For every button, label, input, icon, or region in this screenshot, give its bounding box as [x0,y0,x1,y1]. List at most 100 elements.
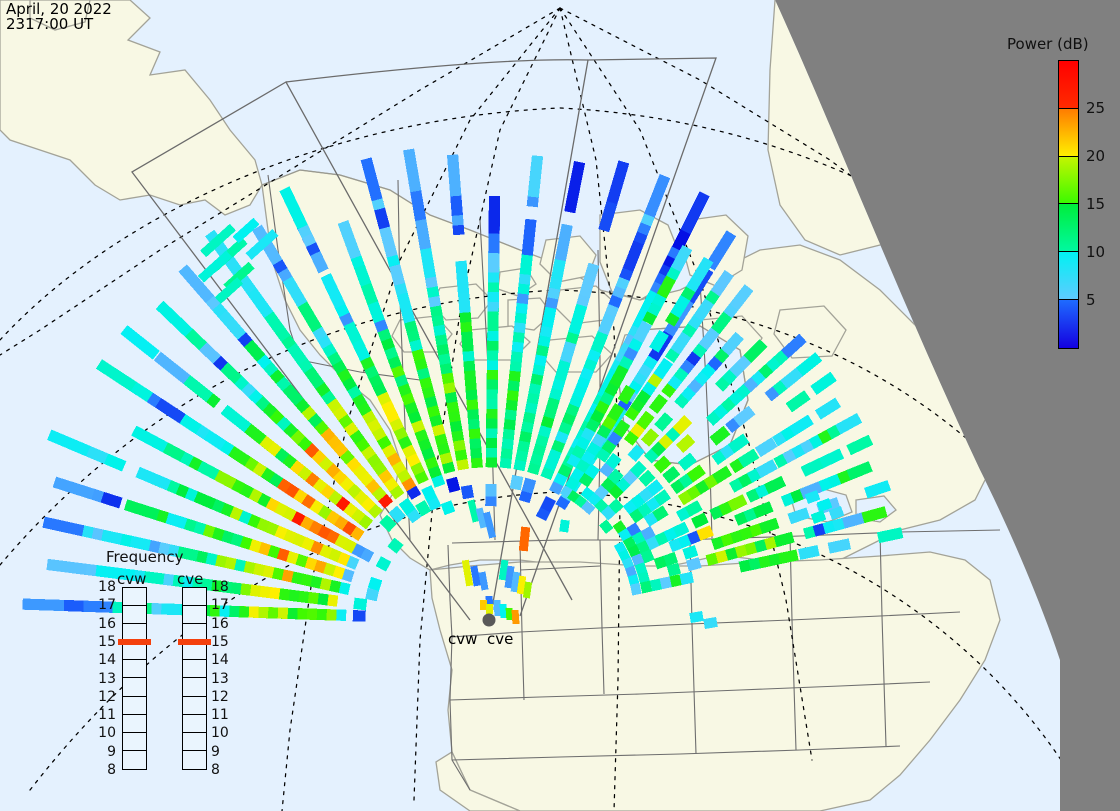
backscatter-cell [703,616,718,630]
site-label-cvw: cvw [448,630,478,648]
backscatter-cell [648,393,668,414]
backscatter-cell [594,484,610,500]
backscatter-cell [682,545,699,560]
frequency-tick-18: 18 [98,579,116,595]
backscatter-cell [22,598,65,612]
backscatter-cell [352,610,366,622]
colorbar-tick-5: 5 [1086,291,1096,309]
backscatter-cell [644,174,671,218]
frequency-gauge-cell [183,606,206,625]
frequency-gauge-cell [123,678,146,697]
backscatter-cell [733,405,756,427]
frequency-tick-9: 9 [211,743,220,760]
backscatter-cell [485,494,497,507]
backscatter-cell [485,603,494,615]
backscatter-cell [633,320,653,344]
frequency-gauge-cell [183,588,206,607]
frequency-gauge-cell [183,733,206,751]
backscatter-cell [773,531,795,548]
backscatter-cell [478,571,489,591]
backscatter-cell [666,562,682,577]
backscatter-cell [403,148,422,193]
frequency-tick-12: 12 [211,688,229,705]
backscatter-cell [540,495,556,513]
backscatter-cell [670,244,693,272]
colorbar-segment-1 [1059,108,1078,157]
backscatter-cell [155,300,193,337]
backscatter-cell [120,325,160,360]
backscatter-cell [656,273,678,299]
backscatter-cell [789,414,814,436]
backscatter-cell [816,498,833,512]
backscatter-cell [295,298,323,333]
backscatter-cell [804,490,821,504]
backscatter-cell [698,326,721,351]
backscatter-cell [197,250,233,283]
frequency-tick-10: 10 [211,725,229,742]
backscatter-cell [123,499,160,521]
frequency-tick-11: 11 [211,707,229,724]
backscatter-cell [522,581,533,599]
backscatter-cell [485,483,497,497]
backscatter-cell [846,461,873,481]
backscatter-cell [153,351,191,384]
backscatter-cell [46,558,88,575]
frequency-gauge-cell [123,642,146,661]
backscatter-cell [367,576,383,592]
backscatter-cell [200,223,236,258]
backscatter-cell [509,474,524,491]
backscatter-cell [470,565,481,587]
backscatter-cell [675,433,696,454]
frequency-gauge-cell [183,660,206,679]
backscatter-cell [693,296,716,322]
backscatter-cell [846,434,874,456]
backscatter-cell [653,455,672,474]
colorbar-tick-25: 25 [1086,99,1106,117]
backscatter-cell [659,576,673,590]
backscatter-cell [679,571,695,586]
backscatter-cell [440,500,456,516]
frequency-gauge-cell [183,678,206,697]
frequency-gauge-name-cvw: cvw [117,570,147,588]
backscatter-cell [653,489,671,506]
colorbar-gradient [1058,60,1079,349]
backscatter-cell [554,223,573,262]
backscatter-cell [214,277,244,304]
backscatter-cell [710,269,734,297]
backscatter-cell [565,476,580,491]
backscatter-cell [787,507,810,525]
backscatter-cell [47,429,91,457]
backscatter-cell [827,538,852,554]
frequency-marker-cvw [118,638,151,645]
colorbar-tick-10: 10 [1086,243,1106,261]
backscatter-cell [796,352,823,377]
backscatter-cell [798,545,820,560]
frequency-tick-14: 14 [98,652,116,669]
backscatter-cell [398,497,416,516]
backscatter-cell [686,464,706,483]
backscatter-cell [446,476,461,493]
frequency-gauge-cell [183,697,206,715]
backscatter-cell [638,469,656,487]
frequency-panel-title: Frequency [106,548,184,566]
backscatter-cell [670,293,692,319]
radar-site-marker [482,613,496,627]
frequency-gauge-cve[interactable] [182,587,207,770]
frequency-gauge-cvw[interactable] [122,587,147,770]
backscatter-cell [488,195,501,234]
backscatter-cell [636,410,655,430]
backscatter-cell [710,309,734,335]
power-colorbar-panel: Power (dB) 25 20 15 10 5 [985,0,1120,811]
backscatter-cell [720,331,744,356]
backscatter-cell [670,331,692,355]
frequency-tick-17: 17 [211,597,229,614]
frequency-gauge-cell [183,642,206,661]
backscatter-cell [421,485,438,503]
backscatter-cell [712,465,733,484]
frequency-gauge-cell [123,606,146,625]
backscatter-cell [600,505,616,521]
backscatter-cell [691,512,709,529]
backscatter-cell [493,599,502,617]
backscatter-cell [42,516,85,537]
